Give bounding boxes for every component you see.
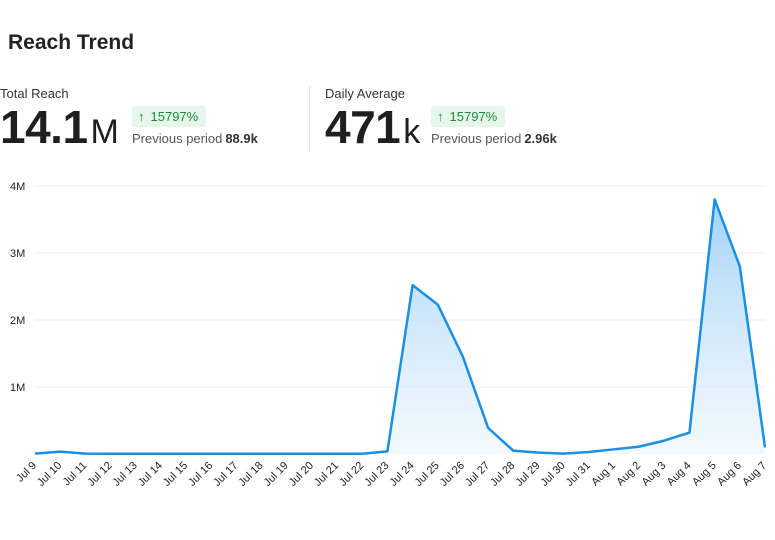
daily-average-value: 471 <box>325 101 401 153</box>
x-tick-label: Jul 28 <box>488 460 517 489</box>
x-tick-label: Jul 25 <box>413 460 442 489</box>
daily-average-change-badge: ↑ 15797% <box>431 106 506 127</box>
x-tick-label: Aug 7 <box>740 460 769 489</box>
data-point <box>134 452 138 456</box>
x-tick-label: Jul 17 <box>211 460 240 489</box>
x-tick-label: Aug 5 <box>690 460 719 489</box>
total-reach-label: Total Reach <box>0 86 69 101</box>
data-point <box>587 450 591 454</box>
daily-average-unit: k <box>403 113 421 151</box>
total-reach-previous: Previous period 88.9k <box>132 131 258 146</box>
data-point <box>612 447 616 451</box>
daily-average-change: 15797% <box>449 109 498 124</box>
arrow-up-icon: ↑ <box>437 109 444 124</box>
x-tick-label: Jul 26 <box>438 460 467 489</box>
total-reach-change: 15797% <box>150 109 199 124</box>
x-tick-label: Aug 6 <box>715 460 744 489</box>
x-tick-label: Jul 18 <box>236 460 265 489</box>
data-point <box>687 431 691 435</box>
daily-average-value-group: 471k <box>325 102 420 164</box>
daily-average-previous-label: Previous period <box>431 131 522 146</box>
daily-average-previous: Previous period 2.96k <box>431 131 557 146</box>
data-point <box>562 452 566 456</box>
data-point <box>662 439 666 443</box>
x-tick-label: Jul 15 <box>161 460 190 489</box>
stats-divider <box>309 86 310 152</box>
data-point <box>713 197 717 201</box>
data-point <box>58 450 62 454</box>
data-point <box>536 451 540 455</box>
x-tick-label: Jul 12 <box>85 460 114 489</box>
data-point <box>33 452 37 456</box>
reach-line <box>34 198 767 456</box>
x-tick-label: Jul 27 <box>463 460 492 489</box>
y-tick-label: 2M <box>10 315 25 327</box>
data-point <box>109 452 113 456</box>
x-tick-label: Jul 11 <box>61 460 90 489</box>
data-point <box>285 452 289 456</box>
daily-average-previous-value: 2.96k <box>524 131 557 146</box>
data-point <box>411 283 415 287</box>
x-tick-label: Aug 2 <box>614 460 643 489</box>
grid-lines <box>35 185 765 388</box>
data-point <box>637 445 641 449</box>
x-tick-label: Aug 4 <box>665 460 694 489</box>
data-point <box>159 452 163 456</box>
x-tick-label: Jul 10 <box>35 460 64 489</box>
total-reach-previous-value: 88.9k <box>225 131 258 146</box>
total-reach-stat: Total Reach 14.1M ↑ 15797% Previous perio… <box>0 86 300 156</box>
data-point <box>385 449 389 453</box>
x-tick-label: Jul 24 <box>387 460 416 489</box>
data-point <box>234 452 238 456</box>
y-tick-label: 3M <box>10 248 25 260</box>
data-point <box>738 264 742 268</box>
arrow-up-icon: ↑ <box>138 109 145 124</box>
data-point <box>360 452 364 456</box>
data-point <box>486 426 490 430</box>
page-title: Reach Trend <box>8 31 135 54</box>
data-point <box>461 355 465 359</box>
data-point <box>335 452 339 456</box>
x-tick-label: Aug 3 <box>640 460 669 489</box>
data-point <box>511 449 515 453</box>
y-tick-label: 1M <box>10 382 25 394</box>
x-tick-label: Jul 13 <box>111 460 140 489</box>
total-reach-change-badge: ↑ 15797% <box>132 106 207 127</box>
data-point <box>763 445 767 449</box>
x-tick-label: Jul 20 <box>287 460 316 489</box>
daily-average-label: Daily Average <box>325 86 405 101</box>
x-tick-label: Aug 1 <box>589 460 618 489</box>
x-tick-label: Jul 29 <box>513 460 542 489</box>
data-point <box>260 452 264 456</box>
data-point <box>83 452 87 456</box>
x-tick-label: Jul 31 <box>564 460 593 489</box>
x-tick-label: Jul 16 <box>186 460 215 489</box>
x-tick-label: Jul 21 <box>312 460 341 489</box>
x-tick-label: Jul 19 <box>262 460 291 489</box>
data-point <box>209 452 213 456</box>
total-reach-previous-label: Previous period <box>132 131 223 146</box>
x-tick-label: Jul 23 <box>362 460 391 489</box>
x-tick-label: Jul 14 <box>136 460 165 489</box>
data-point <box>436 303 440 307</box>
y-axis-ticks: 1M 2M 3M 4M <box>10 181 25 394</box>
x-tick-label: Jul 22 <box>337 460 366 489</box>
total-reach-unit: M <box>90 113 119 151</box>
data-point <box>310 452 314 456</box>
x-tick-label: Jul 30 <box>538 460 567 489</box>
total-reach-value: 14.1 <box>0 101 88 153</box>
total-reach-value-group: 14.1M <box>0 102 119 164</box>
data-point <box>184 452 188 456</box>
reach-area <box>35 199 765 454</box>
daily-average-stat: Daily Average 471k ↑ 15797% Previous peri… <box>325 86 625 156</box>
y-tick-label: 4M <box>10 181 25 193</box>
